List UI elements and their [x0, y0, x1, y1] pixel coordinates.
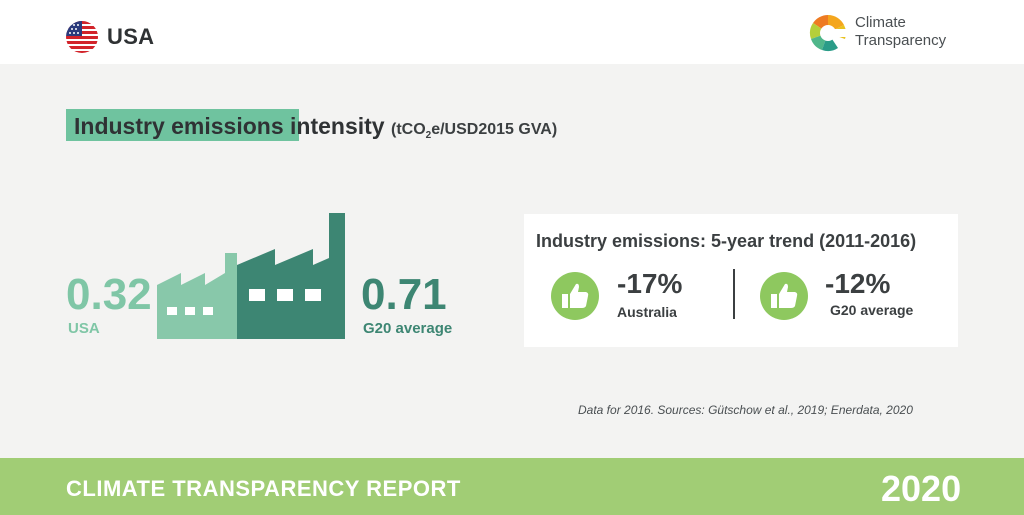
climate-transparency-logo-icon: [809, 14, 848, 52]
title-unit: (tCO2e/USD2015 GVA): [390, 121, 558, 142]
trend-panel: Industry emissions: 5-year trend (2011-2…: [524, 214, 958, 347]
usa-value: 0.32: [66, 270, 152, 319]
brand-line-2: Transparency: [855, 32, 947, 49]
title-rest-text: intensity: [290, 113, 385, 139]
top-bar: USA Climate Transparency: [0, 0, 1024, 64]
trend-label-g20: G20 average: [830, 302, 914, 318]
thumbs-up-icon: [551, 272, 599, 320]
thumbs-up-icon: [760, 272, 808, 320]
g20-label: G20 average: [363, 320, 453, 337]
title-highlight: [66, 109, 299, 141]
title-highlight-text: Industry emissions: [74, 113, 284, 139]
g20-value: 0.71: [361, 270, 447, 319]
unit-suffix: e/USD2015 GVA): [431, 121, 558, 138]
source-note: Data for 2016. Sources: Gütschow et al.,…: [578, 403, 913, 417]
brand-line-1: Climate: [855, 14, 906, 31]
trend-value-australia: -17%: [617, 268, 683, 299]
trend-divider: [733, 269, 735, 319]
footer-bar: CLIMATE TRANSPARENCY REPORT 2020: [0, 458, 1024, 515]
report-year: 2020: [881, 468, 962, 509]
usa-label: USA: [68, 320, 100, 337]
unit-sub: 2: [425, 130, 432, 142]
unit-prefix: (tCO: [390, 121, 426, 138]
trend-title: Industry emissions: 5-year trend (2011-2…: [536, 231, 917, 251]
country-name: USA: [107, 24, 155, 49]
factory-icon: [157, 213, 345, 339]
report-name: CLIMATE TRANSPARENCY REPORT: [66, 476, 461, 501]
us-flag-icon: [66, 21, 98, 53]
title-text: Industry emissions intensity (tCO2e/USD2…: [74, 113, 557, 141]
brand-name: Climate Transparency: [855, 14, 946, 50]
trend-label-australia: Australia: [617, 304, 677, 320]
trend-value-g20: -12%: [825, 268, 891, 299]
